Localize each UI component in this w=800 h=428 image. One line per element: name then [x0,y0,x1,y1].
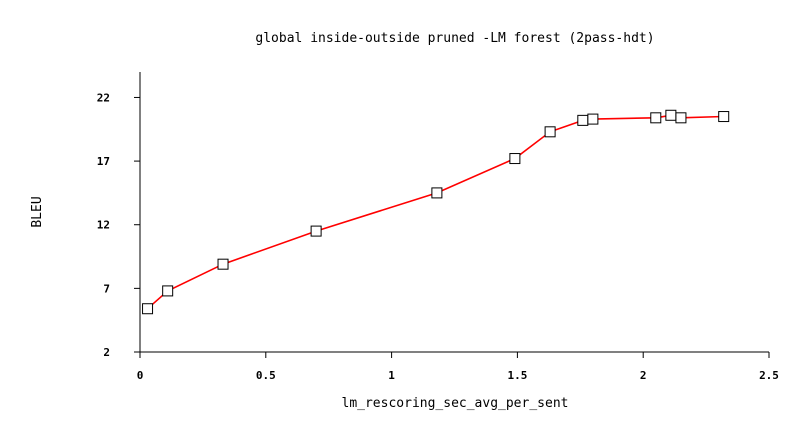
y-tick-label: 7 [103,282,110,295]
data-point-marker [217,258,229,270]
data-point-marker [509,153,521,165]
data-point-marker [544,126,556,138]
x-tick-label: 2.5 [759,369,779,382]
x-tick-label: 0.5 [256,369,276,382]
data-point-marker [718,111,730,123]
chart-title: global inside-outside pruned -LM forest … [255,31,654,46]
data-point-marker [587,113,599,125]
y-axis-ticks: 2 7 12 17 22 [97,91,140,359]
y-tick-label: 22 [97,91,110,104]
x-tick-label: 2 [640,369,647,382]
data-point-marker [577,114,589,126]
data-point-marker [162,285,174,297]
data-point-marker [431,187,443,199]
x-axis-label: lm_rescoring_sec_avg_per_sent [342,396,569,411]
x-axis-ticks: 0 0.5 1 1.5 2 2.5 [137,352,779,382]
y-tick-label: 2 [103,346,110,359]
axes [139,72,769,353]
data-point-marker [650,112,662,124]
x-tick-label: 1.5 [507,369,527,382]
y-tick-label: 17 [97,155,110,168]
y-axis-label: BLEU [30,196,45,227]
data-point-marker [310,225,322,237]
series-line [146,114,724,310]
data-point-marker [665,109,677,121]
x-tick-label: 0 [137,369,144,382]
y-tick-label: 12 [97,219,110,232]
x-tick-label: 1 [388,369,395,382]
data-point-marker [675,112,687,124]
series-group [142,109,730,315]
data-point-marker [142,303,154,315]
